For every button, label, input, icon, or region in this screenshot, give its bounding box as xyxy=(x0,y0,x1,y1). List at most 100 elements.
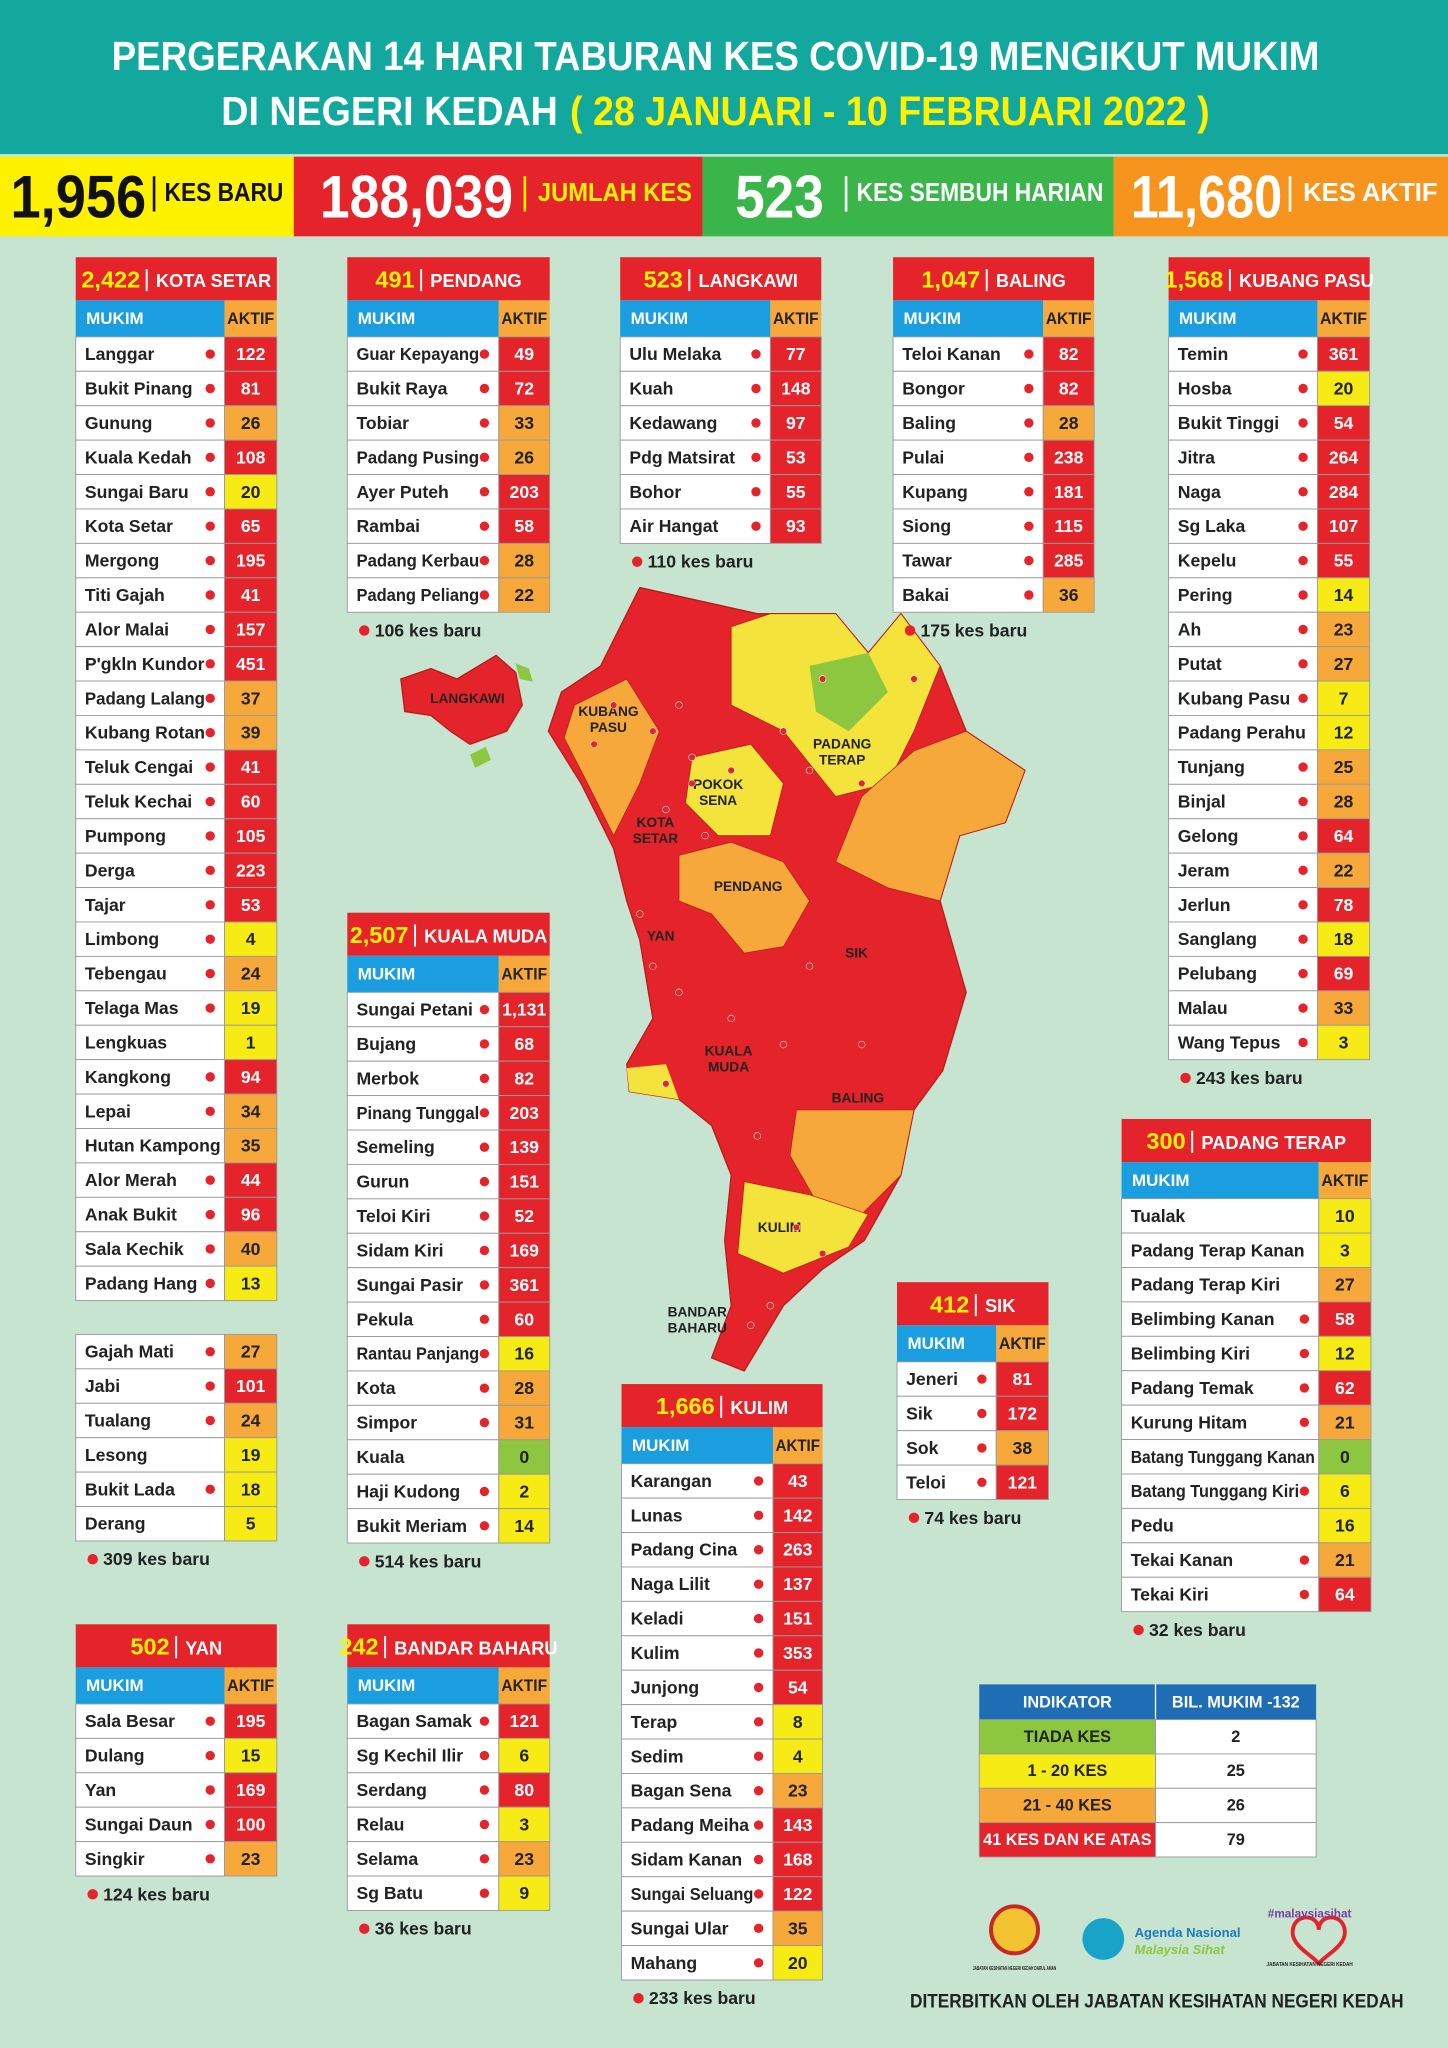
row-cell xyxy=(1168,611,1318,648)
new-case-dot xyxy=(753,1545,764,1555)
row-cell xyxy=(1168,646,1318,682)
indicator-count-cell xyxy=(1155,1822,1317,1858)
aktif-cell xyxy=(1316,336,1371,372)
aktif-value: 80 xyxy=(514,1780,534,1800)
new-case-dot xyxy=(479,1521,490,1531)
mukim-name: Pulai xyxy=(902,447,944,467)
stat-label: KES SEMBUH HARIAN xyxy=(857,177,1104,207)
aktif-cell xyxy=(224,1703,278,1739)
mukim-name: Bohor xyxy=(629,482,681,502)
aktif-value: 58 xyxy=(514,516,534,536)
aktif-value: 65 xyxy=(241,516,261,536)
aktif-value: 122 xyxy=(236,344,266,364)
row-cell xyxy=(1168,852,1318,889)
column-header-label: MUKIM xyxy=(358,965,415,984)
new-case-dot xyxy=(1024,452,1034,463)
new-case-dot xyxy=(1024,521,1034,531)
aktif-value: 28 xyxy=(514,1378,534,1398)
mukim-name: Bukit Meriam xyxy=(356,1516,467,1536)
aktif-cell xyxy=(1316,749,1371,785)
column-header xyxy=(621,1427,773,1464)
new-case-dot xyxy=(479,349,490,359)
row-cell xyxy=(75,1806,226,1843)
aktif-cell xyxy=(1316,955,1371,992)
column-header-label: AKTIF xyxy=(776,1436,820,1455)
new-case-dot xyxy=(205,452,215,463)
aktif-value: 94 xyxy=(241,1067,261,1087)
aktif-cell xyxy=(224,1506,278,1542)
district-name: KULIM xyxy=(730,1397,788,1418)
indicator-header-label: BIL. MUKIM -132 xyxy=(1172,1694,1300,1712)
aktif-value: 53 xyxy=(786,447,806,467)
row-cell xyxy=(1168,955,1318,992)
column-header-label: MUKIM xyxy=(904,309,961,328)
new-case-dot xyxy=(205,1484,215,1495)
new-case-dot xyxy=(1299,1589,1310,1600)
new-case-dot xyxy=(479,1211,490,1221)
stat-value: 11,680 xyxy=(1131,164,1282,231)
aktif-cell xyxy=(224,1231,278,1267)
aktif-value: 24 xyxy=(241,964,261,984)
column-header xyxy=(1043,300,1095,337)
aktif-value: 38 xyxy=(1013,1438,1033,1458)
row-cell xyxy=(75,955,226,992)
new-case-dot xyxy=(753,1510,764,1521)
aktif-cell xyxy=(498,1473,551,1510)
note-dot xyxy=(908,1512,920,1524)
aktif-value: 264 xyxy=(1329,447,1359,467)
new-case-dot xyxy=(1298,521,1308,531)
column-header-label: MUKIM xyxy=(358,309,415,328)
aktif-cell xyxy=(224,1265,278,1302)
mukim-name: Lunas xyxy=(631,1505,683,1525)
aktif-value: 18 xyxy=(241,1479,261,1499)
row-cell xyxy=(346,1473,500,1510)
new-case-dot xyxy=(479,1142,490,1152)
new-case-dot xyxy=(479,1716,490,1726)
new-case-dot xyxy=(205,1244,215,1254)
map-dot xyxy=(610,701,618,709)
column-header xyxy=(770,300,822,337)
table-title-box xyxy=(75,257,277,301)
mukim-name: Padang Temak xyxy=(1131,1378,1254,1398)
kes-baru-note: 309 kes baru xyxy=(103,1549,210,1569)
new-case-dot xyxy=(205,1072,215,1082)
aktif-cell xyxy=(498,1737,551,1774)
new-case-dot xyxy=(751,383,761,394)
new-case-dot xyxy=(1024,349,1034,359)
new-case-dot xyxy=(479,1854,490,1864)
aktif-value: 43 xyxy=(788,1471,808,1491)
new-case-dot xyxy=(1298,487,1308,497)
new-case-dot xyxy=(753,1785,764,1796)
district-total: 412 xyxy=(930,1291,969,1317)
stat-label: KES BARU xyxy=(165,177,284,207)
aktif-cell xyxy=(1318,1335,1372,1372)
aktif-cell xyxy=(498,1806,551,1843)
new-case-dot xyxy=(205,1415,215,1426)
column-header xyxy=(1121,1162,1319,1199)
aktif-cell xyxy=(498,1095,551,1131)
aktif-value: 22 xyxy=(1334,860,1354,880)
map-label: KOTA xyxy=(637,815,675,830)
indicator-label: TIADA KES xyxy=(1024,1728,1111,1746)
new-case-dot xyxy=(753,1579,764,1589)
mukim-name: Bukit Raya xyxy=(356,378,447,398)
aktif-cell xyxy=(224,1772,278,1808)
aktif-cell xyxy=(224,783,278,820)
mukim-name: Langgar xyxy=(85,344,155,364)
row-cell xyxy=(75,1333,226,1370)
aktif-cell xyxy=(772,1669,824,1706)
aktif-value: 23 xyxy=(514,1849,534,1869)
indicator-cell xyxy=(978,1753,1156,1789)
aktif-cell xyxy=(1316,852,1371,889)
row-cell xyxy=(1121,1576,1320,1613)
aktif-value: 2 xyxy=(519,1481,529,1501)
kes-baru-note: 124 kes baru xyxy=(103,1884,210,1904)
aktif-value: 96 xyxy=(241,1205,261,1225)
indicator-label: 1 - 20 KES xyxy=(1027,1762,1107,1780)
map-dot xyxy=(779,1040,788,1049)
aktif-value: 121 xyxy=(1008,1472,1038,1492)
table-title-box xyxy=(347,1624,550,1668)
mukim-name: P'gkln Kundor xyxy=(85,654,205,674)
aktif-cell xyxy=(224,921,278,957)
